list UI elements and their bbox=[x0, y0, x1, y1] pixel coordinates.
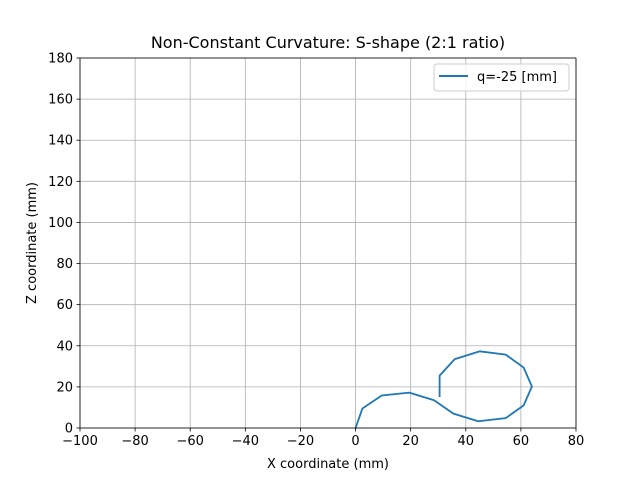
y-tick-label: 180 bbox=[48, 52, 73, 67]
y-tick-label: 100 bbox=[48, 216, 73, 231]
y-tick-label: 20 bbox=[56, 380, 73, 395]
legend-entry-label: q=-25 [mm] bbox=[477, 70, 557, 85]
x-tick-label: −20 bbox=[287, 434, 314, 449]
y-axis-label: Z coordinate (mm) bbox=[25, 182, 40, 304]
y-tick-label: 40 bbox=[56, 339, 73, 354]
x-tick-label: 80 bbox=[568, 434, 585, 449]
x-tick-label: 20 bbox=[402, 434, 419, 449]
x-tick-label: −80 bbox=[121, 434, 148, 449]
y-tick-label: 160 bbox=[48, 93, 73, 108]
plot-frame bbox=[79, 57, 577, 429]
y-tick-label: 120 bbox=[48, 175, 73, 190]
y-tick-label: 60 bbox=[56, 298, 73, 313]
y-tick-label: 80 bbox=[56, 257, 73, 272]
series-layer bbox=[354, 350, 533, 430]
x-tick-label: −100 bbox=[62, 434, 98, 449]
y-tick-label: 0 bbox=[65, 422, 73, 437]
x-tick-label: −40 bbox=[232, 434, 259, 449]
y-tick-label: 140 bbox=[48, 134, 73, 149]
x-tick-label: 60 bbox=[513, 434, 530, 449]
x-tick-label: 40 bbox=[458, 434, 475, 449]
x-tick-label: −60 bbox=[177, 434, 204, 449]
chart-title: Non-Constant Curvature: S-shape (2:1 rat… bbox=[151, 33, 505, 52]
legend: q=-25 [mm] bbox=[433, 63, 570, 92]
series-line bbox=[354, 350, 533, 430]
legend-box bbox=[433, 63, 570, 92]
axis-ticks: −100 −80 −60 −40 −20 0 20 40 60 80 0 20 40 60 80 100 120… bbox=[48, 52, 584, 450]
x-tick-label: 0 bbox=[351, 434, 359, 449]
x-axis-label: X coordinate (mm) bbox=[267, 457, 389, 472]
